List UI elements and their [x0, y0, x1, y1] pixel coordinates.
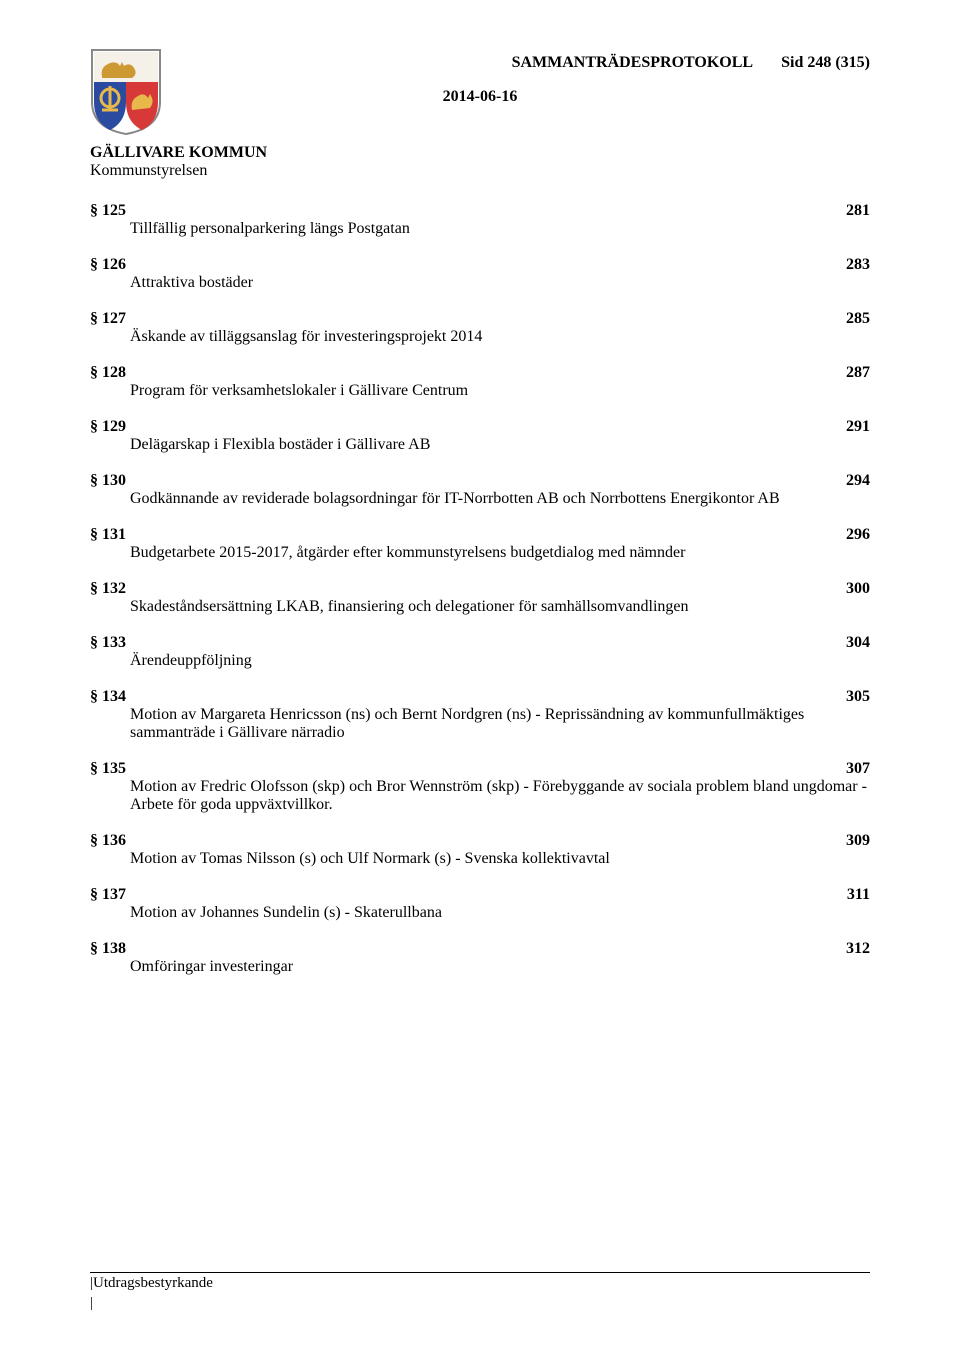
- toc-page-number: 294: [834, 472, 870, 490]
- toc-entry-title: Program för verksamhetslokaler i Gälliva…: [90, 382, 870, 400]
- toc-entry-head: § 138 312: [90, 940, 870, 958]
- toc-entry-head: § 133 304: [90, 634, 870, 652]
- toc-entry-title: Motion av Johannes Sundelin (s) - Skater…: [90, 904, 870, 922]
- toc-entry-head: § 135 307: [90, 760, 870, 778]
- toc-page-number: 307: [834, 760, 870, 778]
- toc-section-number: § 126: [90, 256, 126, 274]
- toc-entry: § 132 300Skadeståndsersättning LKAB, fina…: [90, 580, 870, 616]
- toc-entry-title: Tillfällig personalparkering längs Postg…: [90, 220, 870, 238]
- document-title: SAMMANTRÄDESPROTOKOLL: [512, 54, 754, 72]
- toc-page-number: 305: [834, 688, 870, 706]
- toc-entry-title: Budgetarbete 2015-2017, åtgärder efter k…: [90, 544, 870, 562]
- organization-block: GÄLLIVARE KOMMUN Kommunstyrelsen: [90, 144, 870, 180]
- toc-entry: § 130 294Godkännande av reviderade bolags…: [90, 472, 870, 508]
- toc-entry-title: Äskande av tilläggsanslag för investerin…: [90, 328, 870, 346]
- toc-section-number: § 135: [90, 760, 126, 778]
- toc-entry: § 131 296Budgetarbete 2015-2017, åtgärder…: [90, 526, 870, 562]
- toc-entry: § 134 305Motion av Margareta Henricsson (…: [90, 688, 870, 742]
- organization-subunit: Kommunstyrelsen: [90, 162, 870, 180]
- toc-page-number: 309: [834, 832, 870, 850]
- toc-entry-title: Skadeståndsersättning LKAB, finansiering…: [90, 598, 870, 616]
- toc-entry: § 137 311Motion av Johannes Sundelin (s) …: [90, 886, 870, 922]
- toc-section-number: § 136: [90, 832, 126, 850]
- toc-entry: § 129 291Delägarskap i Flexibla bostäder …: [90, 418, 870, 454]
- toc-page-number: 285: [834, 310, 870, 328]
- toc-entry-title: Godkännande av reviderade bolagsordninga…: [90, 490, 870, 508]
- toc-page-number: 283: [834, 256, 870, 274]
- organization-name: GÄLLIVARE KOMMUN: [90, 144, 870, 162]
- toc-page-number: 287: [834, 364, 870, 382]
- toc-entry: § 135 307Motion av Fredric Olofsson (skp)…: [90, 760, 870, 814]
- toc-page-number: 291: [834, 418, 870, 436]
- toc-entry-title: Motion av Margareta Henricsson (ns) och …: [90, 706, 870, 742]
- toc-entry-title: Delägarskap i Flexibla bostäder i Gälliv…: [90, 436, 870, 454]
- toc-section-number: § 134: [90, 688, 126, 706]
- footer-label-block: |Utdragsbestyrkande |: [90, 1273, 213, 1313]
- toc-section-number: § 125: [90, 202, 126, 220]
- toc-entry-head: § 131 296: [90, 526, 870, 544]
- toc-entry: § 127 285Äskande av tilläggsanslag för in…: [90, 310, 870, 346]
- toc-entry-head: § 137 311: [90, 886, 870, 904]
- toc-entry-head: § 125 281: [90, 202, 870, 220]
- toc-entry-head: § 134 305: [90, 688, 870, 706]
- toc-entry-title: Motion av Fredric Olofsson (skp) och Bro…: [90, 778, 870, 814]
- toc-section-number: § 132: [90, 580, 126, 598]
- footer-pipe: |: [90, 1293, 213, 1313]
- toc-section-number: § 131: [90, 526, 126, 544]
- toc-section-number: § 128: [90, 364, 126, 382]
- toc-page-number: 311: [835, 886, 870, 904]
- toc-entry: § 126 283Attraktiva bostäder: [90, 256, 870, 292]
- toc-entry-head: § 128 287: [90, 364, 870, 382]
- toc-page-number: 296: [834, 526, 870, 544]
- toc-entry-head: § 126 283: [90, 256, 870, 274]
- toc-entry: § 128 287Program för verksamhetslokaler i…: [90, 364, 870, 400]
- toc-entry: § 133 304Ärendeuppföljning: [90, 634, 870, 670]
- toc-page-number: 281: [834, 202, 870, 220]
- toc-entry: § 136 309Motion av Tomas Nilsson (s) och …: [90, 832, 870, 868]
- toc-entry-title: Motion av Tomas Nilsson (s) och Ulf Norm…: [90, 850, 870, 868]
- toc-entry-title: Omföringar investeringar: [90, 958, 870, 976]
- toc-entry-title: Attraktiva bostäder: [90, 274, 870, 292]
- toc-page-number: 312: [834, 940, 870, 958]
- toc-entry-head: § 130 294: [90, 472, 870, 490]
- toc-section-number: § 138: [90, 940, 126, 958]
- toc-entry-title: Ärendeuppföljning: [90, 652, 870, 670]
- toc-entry-head: § 132 300: [90, 580, 870, 598]
- toc-section-number: § 127: [90, 310, 126, 328]
- page-header: SAMMANTRÄDESPROTOKOLL Sid 248 (315) 2014…: [90, 48, 870, 136]
- table-of-contents: § 125 281Tillfällig personalparkering län…: [90, 202, 870, 976]
- toc-entry-head: § 129 291: [90, 418, 870, 436]
- toc-page-number: 304: [834, 634, 870, 652]
- toc-page-number: 300: [834, 580, 870, 598]
- footer-label: |Utdragsbestyrkande: [90, 1273, 213, 1293]
- toc-section-number: § 129: [90, 418, 126, 436]
- toc-entry-head: § 136 309: [90, 832, 870, 850]
- toc-entry: § 138 312Omföringar investeringar: [90, 940, 870, 976]
- toc-entry: § 125 281Tillfällig personalparkering län…: [90, 202, 870, 238]
- toc-entry-head: § 127 285: [90, 310, 870, 328]
- toc-section-number: § 130: [90, 472, 126, 490]
- page-indicator: Sid 248 (315): [781, 54, 870, 72]
- document-date: 2014-06-16: [90, 88, 870, 106]
- toc-section-number: § 137: [90, 886, 126, 904]
- toc-section-number: § 133: [90, 634, 126, 652]
